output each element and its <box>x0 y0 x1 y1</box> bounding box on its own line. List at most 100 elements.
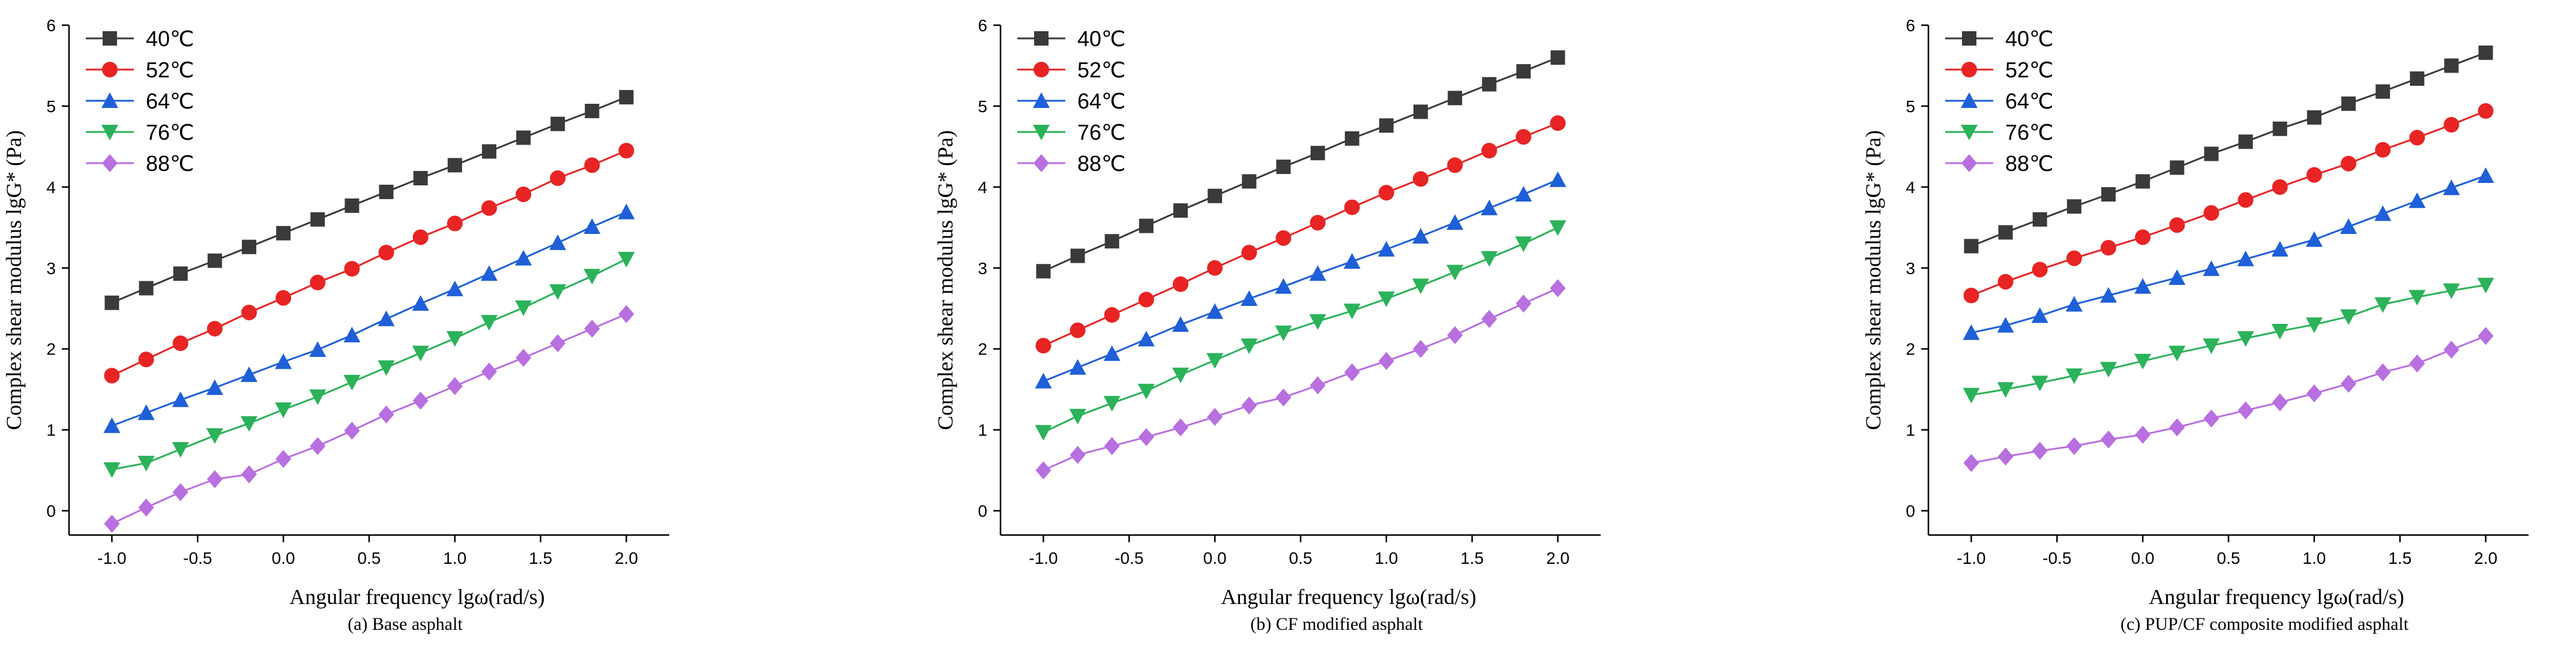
data-point <box>1310 215 1326 231</box>
data-point <box>2101 240 2116 256</box>
data-point <box>1035 425 1052 441</box>
data-point <box>585 104 600 119</box>
series-40℃ <box>1036 50 1565 279</box>
y-tick-label: 6 <box>46 16 56 35</box>
series-line <box>1043 226 1559 434</box>
series-line <box>1043 56 1559 272</box>
data-point <box>345 198 360 213</box>
data-point <box>412 229 429 245</box>
data-point <box>1481 199 1498 215</box>
data-point <box>1413 339 1428 358</box>
x-tick-label: 2.0 <box>2474 549 2497 567</box>
legend-label: 76℃ <box>146 120 194 145</box>
data-point <box>2443 179 2460 196</box>
data-point <box>2203 409 2219 428</box>
data-point <box>1446 265 1464 281</box>
data-point <box>1344 131 1359 146</box>
series-line <box>1970 52 2487 247</box>
data-point <box>1070 446 1086 464</box>
data-point <box>2135 229 2151 245</box>
data-point <box>1963 324 1980 340</box>
data-point <box>241 416 257 432</box>
data-point <box>2443 116 2460 133</box>
legend-label: 88℃ <box>146 151 194 176</box>
chart-panel-2: 0 1 2 3 4 5 6 -1.0 -0.5 0.0 0.5 1.0 1.5 2.0 Angular fr… <box>933 16 1601 634</box>
data-point <box>549 284 567 300</box>
data-point <box>1137 330 1155 347</box>
data-point <box>103 417 121 433</box>
x-tick-label: 0.0 <box>2131 549 2155 567</box>
data-point <box>2305 231 2323 247</box>
y-tick-label: 6 <box>978 16 987 35</box>
data-point <box>550 170 566 186</box>
x-tick-label: 0.5 <box>358 549 381 567</box>
data-point <box>1070 322 1086 338</box>
data-point <box>1309 314 1326 330</box>
data-point <box>378 405 394 423</box>
y-tick-label: 1 <box>1906 421 1915 440</box>
data-point <box>1139 218 1154 233</box>
data-point <box>1343 304 1361 320</box>
data-point <box>516 348 532 367</box>
data-point <box>618 143 634 159</box>
data-point <box>2237 331 2254 347</box>
legend-marker <box>102 62 118 77</box>
series-76℃ <box>103 251 635 478</box>
series-line <box>1043 179 1559 383</box>
data-point <box>1997 274 2014 290</box>
series-line <box>1043 122 1559 347</box>
series-64℃ <box>103 203 635 433</box>
data-point <box>2271 241 2289 257</box>
y-tick-label: 6 <box>1906 16 1915 35</box>
legend-label: 76℃ <box>2005 120 2053 145</box>
y-tick-label: 0 <box>46 502 56 521</box>
series-88℃ <box>1963 327 2494 472</box>
data-point <box>2409 130 2425 146</box>
data-point <box>310 275 326 291</box>
data-point <box>447 215 463 232</box>
data-point <box>1550 115 1566 131</box>
x-tick-label: 1.5 <box>2388 549 2412 567</box>
data-point <box>1275 278 1292 294</box>
data-point <box>378 245 394 261</box>
data-point <box>1482 77 1497 92</box>
x-tick-label: 0.0 <box>272 549 295 567</box>
y-axis-title: Complex shear modulus lgG* (Pa) <box>2 130 26 430</box>
data-point <box>1035 461 1052 480</box>
data-point <box>2305 317 2323 333</box>
data-point <box>2340 218 2357 234</box>
data-point <box>2444 58 2459 73</box>
data-point <box>241 465 257 483</box>
data-point <box>1377 241 1395 257</box>
data-point <box>1963 387 1980 404</box>
data-point <box>2443 341 2460 359</box>
data-point <box>1172 316 1189 332</box>
data-point <box>206 470 223 488</box>
y-axis-title: Complex shear modulus lgG* (Pa) <box>933 130 957 430</box>
data-point <box>2168 345 2186 362</box>
data-point <box>1550 50 1565 65</box>
data-point <box>1104 307 1120 323</box>
figure-caption: (a) Base asphalt <box>348 614 463 634</box>
legend-marker <box>101 125 118 140</box>
data-point <box>2237 250 2254 266</box>
x-tick-label: -1.0 <box>1957 549 1985 567</box>
data-point <box>1275 230 1292 246</box>
data-point <box>2169 418 2185 437</box>
series-52℃ <box>1963 103 2494 304</box>
y-tick-label: 2 <box>1906 340 1915 359</box>
data-point <box>1036 264 1051 279</box>
legend-label: 88℃ <box>1077 151 1125 176</box>
data-point <box>2134 278 2152 294</box>
x-tick-label: 1.5 <box>1460 549 1484 567</box>
data-point <box>2374 205 2392 221</box>
data-point <box>1241 338 1258 354</box>
data-point <box>2340 309 2357 325</box>
data-point <box>172 483 188 501</box>
legend-label: 52℃ <box>146 58 194 82</box>
data-point <box>481 315 498 331</box>
data-point <box>310 212 325 227</box>
y-tick-label: 3 <box>1906 259 1915 278</box>
data-point <box>2134 353 2152 369</box>
data-point <box>103 462 121 478</box>
